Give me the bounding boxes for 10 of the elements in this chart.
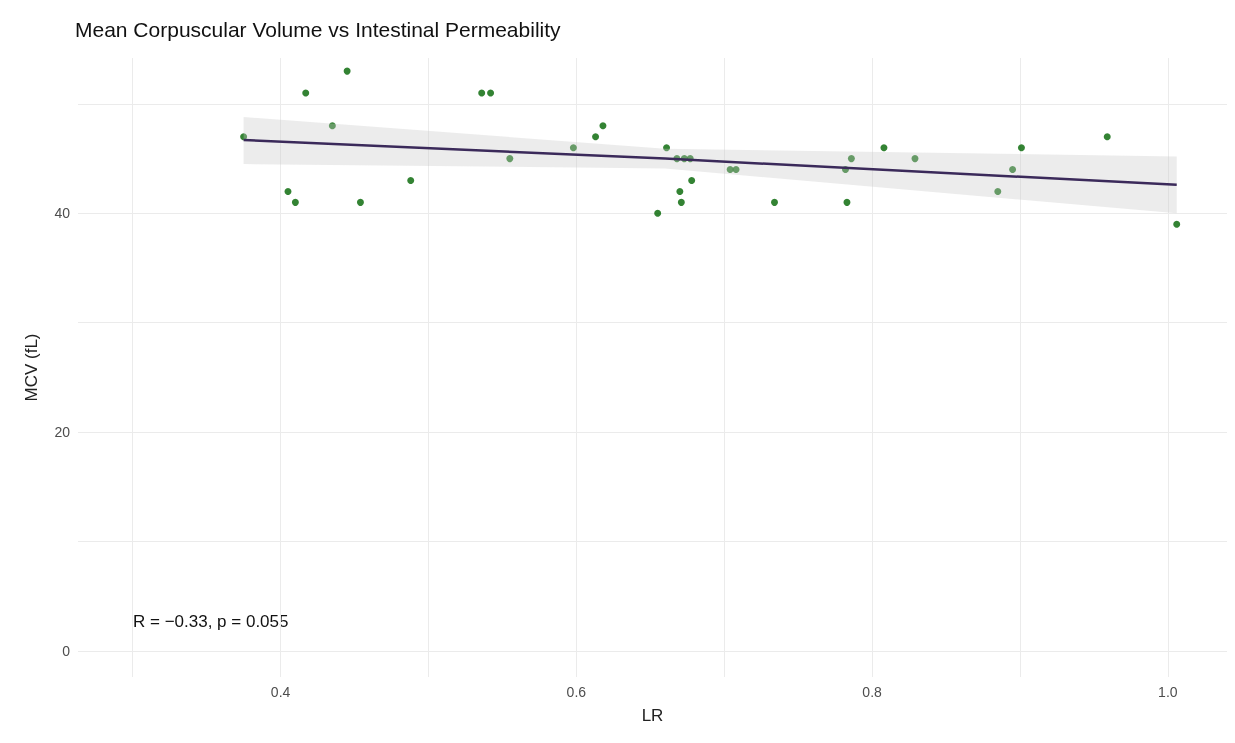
x-tick-label: 0.6 xyxy=(566,684,587,700)
y-tick-label: 20 xyxy=(54,424,71,441)
x-tick-label: 0.4 xyxy=(270,684,291,700)
chart-title: Mean Corpuscular Volume vs Intestinal Permeability xyxy=(75,18,562,41)
y-tick-label: 40 xyxy=(54,205,71,222)
x-tick-label: 0.8 xyxy=(862,684,883,700)
x-tick-label: 1.0 xyxy=(1158,684,1178,700)
x-axis-title: LR xyxy=(641,706,664,725)
y-axis-title: MCV (fL) xyxy=(22,333,41,402)
y-tick-label: 0 xyxy=(62,642,71,659)
